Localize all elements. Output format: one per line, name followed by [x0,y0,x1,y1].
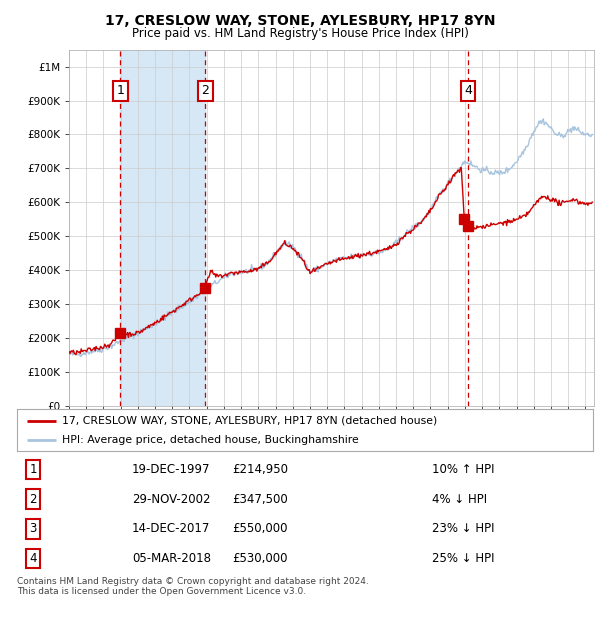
Text: 4: 4 [464,84,472,97]
Text: 14-DEC-2017: 14-DEC-2017 [132,523,211,535]
Text: 1: 1 [116,84,124,97]
Text: £530,000: £530,000 [233,552,288,565]
Text: 2: 2 [201,84,209,97]
Text: 23% ↓ HPI: 23% ↓ HPI [432,523,494,535]
Text: 29-NOV-2002: 29-NOV-2002 [132,493,211,505]
Text: 3: 3 [29,523,37,535]
Text: HPI: Average price, detached house, Buckinghamshire: HPI: Average price, detached house, Buck… [62,435,358,445]
Text: 05-MAR-2018: 05-MAR-2018 [132,552,211,565]
Text: £214,950: £214,950 [232,463,288,476]
Text: 25% ↓ HPI: 25% ↓ HPI [432,552,494,565]
Text: 17, CRESLOW WAY, STONE, AYLESBURY, HP17 8YN: 17, CRESLOW WAY, STONE, AYLESBURY, HP17 … [105,14,495,29]
Text: £550,000: £550,000 [233,523,288,535]
Bar [120,50,205,406]
Text: Price paid vs. HM Land Registry's House Price Index (HPI): Price paid vs. HM Land Registry's House … [131,27,469,40]
Text: 17, CRESLOW WAY, STONE, AYLESBURY, HP17 8YN (detached house): 17, CRESLOW WAY, STONE, AYLESBURY, HP17 … [62,415,437,425]
Text: Contains HM Land Registry data © Crown copyright and database right 2024.
This d: Contains HM Land Registry data © Crown c… [17,577,368,596]
Text: 1: 1 [29,463,37,476]
Text: £347,500: £347,500 [232,493,288,505]
Text: 4% ↓ HPI: 4% ↓ HPI [432,493,487,505]
Text: 19-DEC-1997: 19-DEC-1997 [132,463,211,476]
Text: 10% ↑ HPI: 10% ↑ HPI [432,463,494,476]
Text: 4: 4 [29,552,37,565]
Text: 2: 2 [29,493,37,505]
